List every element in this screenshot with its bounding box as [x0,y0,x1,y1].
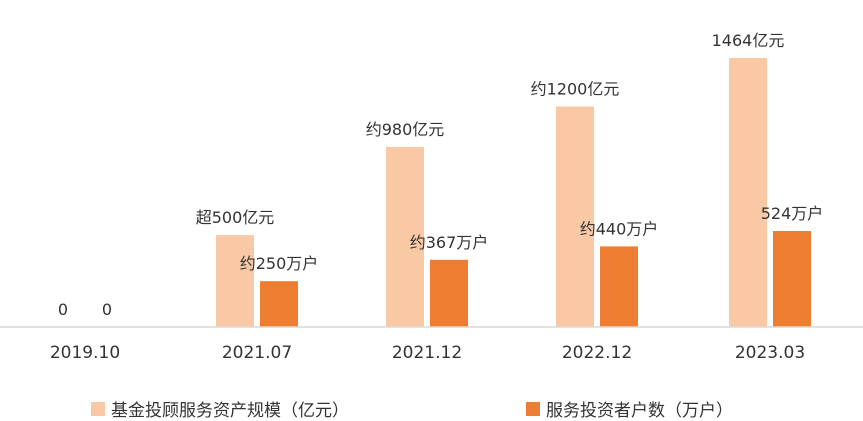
data-label-series-0-2019.10: 0 [58,300,68,319]
x-tick-label-2022.12: 2022.12 [562,343,632,363]
data-label-series-1-2021.12: 约367万户 [410,233,489,252]
x-tick-label-2019.10: 2019.10 [50,343,120,363]
bar-series-1-2023.03 [773,231,811,327]
bar-series-1-2021.07 [260,281,298,327]
legend-swatch-asset-scale [91,401,105,416]
data-label-series-0-2021.07: 超500亿元 [196,208,275,227]
legend-item-investor-count: 服务投资者户数（万户） [526,396,733,421]
data-label-series-1-2023.03: 524万户 [761,204,824,223]
legend: 基金投顾服务资产规模（亿元） 服务投资者户数（万户） [0,388,863,421]
bar-series-0-2021.07 [216,235,254,327]
legend-label-asset-scale: 基金投顾服务资产规模（亿元） [111,401,349,421]
bar-series-1-2021.12 [430,259,468,327]
data-label-series-0-2022.12: 约1200亿元 [531,80,620,99]
bar-series-0-2022.12 [556,106,594,327]
data-label-series-1-2022.12: 约440万户 [580,219,659,238]
x-tick-label-2021.07: 2021.07 [222,343,292,363]
data-label-series-1-2019.10: 0 [102,300,112,319]
x-tick-label-2021.12: 2021.12 [392,343,462,363]
bar-series-0-2023.03 [729,58,767,327]
data-label-series-0-2021.12: 约980亿元 [366,120,445,139]
bar-series-0-2021.12 [386,146,424,327]
bar-series-1-2022.12 [600,246,638,327]
data-label-series-1-2021.07: 约250万户 [240,254,319,273]
x-tick-label-2023.03: 2023.03 [735,343,805,363]
legend-swatch-investor-count [526,401,540,416]
legend-item-asset-scale: 基金投顾服务资产规模（亿元） [91,396,349,421]
data-label-series-0-2023.03: 1464亿元 [712,31,785,50]
legend-label-investor-count: 服务投资者户数（万户） [546,401,733,421]
